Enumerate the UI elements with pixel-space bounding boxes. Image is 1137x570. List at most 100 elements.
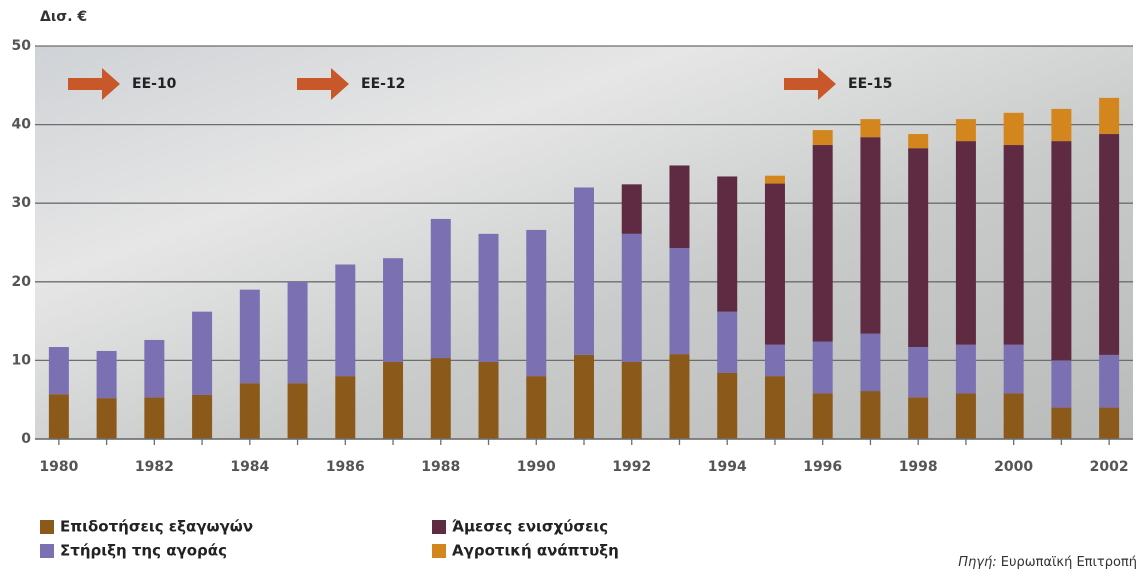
bar-segment: [48, 347, 69, 395]
source: Πηγή: Ευρωπαϊκή Επιτροπή: [958, 555, 1137, 570]
legend-swatch: [432, 520, 446, 534]
legend-label: Αγροτική ανάπτυξη: [452, 542, 619, 560]
bar-segment: [860, 333, 881, 392]
bar-segment: [1051, 407, 1072, 439]
y-tick-label: 30: [12, 195, 32, 211]
legend-swatch: [432, 544, 446, 558]
bar-segment: [717, 372, 738, 439]
x-tick-label: 1980: [39, 459, 78, 475]
bar-segment: [335, 376, 356, 439]
bar-segment: [812, 145, 833, 342]
y-axis-label: Δισ. €: [40, 9, 87, 25]
bar-segment: [1003, 112, 1024, 146]
bar-segment: [383, 258, 404, 362]
bar-segment: [955, 393, 976, 439]
bar-segment: [574, 187, 594, 355]
legend-swatch: [40, 544, 54, 558]
annotation: ΕΕ-10: [132, 76, 177, 92]
y-tick-label: 20: [12, 274, 32, 290]
bar-segment: [669, 248, 690, 355]
bar-segment: [383, 361, 404, 439]
bar-segment: [1099, 97, 1120, 135]
bar-segment: [764, 344, 785, 377]
y-tick-label: 10: [12, 352, 32, 368]
bar-segment: [812, 341, 833, 394]
annotation: ΕΕ-15: [848, 76, 892, 92]
bar-segment: [669, 354, 690, 439]
bar-segment: [621, 184, 642, 234]
bar-segment: [1003, 344, 1024, 394]
x-tick-label: 1996: [803, 459, 842, 475]
bar-segment: [1003, 145, 1024, 345]
bar-segment: [96, 398, 117, 439]
bar-segment: [430, 358, 451, 439]
bar-segment: [860, 137, 881, 334]
bar-segment: [287, 281, 308, 384]
bar-segment: [717, 176, 738, 312]
legend-swatch: [40, 520, 54, 534]
bar-segment: [96, 350, 117, 399]
bar-segment: [1099, 407, 1120, 439]
bar-segment: [621, 361, 642, 439]
annotation: ΕΕ-12: [361, 76, 405, 92]
bar-segment: [192, 394, 213, 439]
bar-segment: [955, 119, 976, 142]
bar-segment: [478, 361, 499, 439]
bar-segment: [955, 344, 976, 394]
y-tick-label: 50: [12, 38, 32, 54]
bar-segment: [144, 339, 165, 398]
bar-segment: [908, 347, 929, 398]
bar-segment: [621, 233, 642, 362]
bar-segment: [1099, 134, 1120, 355]
bar-segment: [239, 383, 260, 439]
bar-segment: [1051, 360, 1072, 408]
bar-segment: [478, 233, 499, 362]
source-text: Ευρωπαϊκή Επιτροπή: [1001, 555, 1137, 570]
x-tick-label: 2000: [994, 459, 1033, 475]
x-tick-label: 1982: [135, 459, 174, 475]
bar-segment: [144, 397, 165, 439]
bar-segment: [908, 134, 929, 149]
arrow: [297, 68, 349, 100]
x-tick-label: 1992: [612, 459, 651, 475]
bar-segment: [239, 289, 260, 384]
x-tick-label: 1994: [708, 459, 747, 475]
bar-segment: [764, 376, 785, 439]
bar-segment: [908, 397, 929, 439]
bar-segment: [764, 175, 785, 184]
bar-segment: [335, 264, 356, 377]
bar-segment: [1051, 108, 1072, 142]
x-tick-label: 1998: [899, 459, 938, 475]
bar-segment: [526, 376, 547, 439]
bar-segment: [526, 229, 547, 377]
bar-segment: [1099, 354, 1120, 408]
bar-segment: [812, 393, 833, 439]
bar-segment: [574, 354, 594, 439]
legend-label: Άμεσες ενισχύσεις: [452, 518, 608, 536]
x-tick-label: 1988: [421, 459, 460, 475]
legend-label: Στήριξη της αγοράς: [60, 542, 227, 560]
bar-segment: [955, 141, 976, 345]
bar-segment: [192, 311, 213, 395]
source-label: Πηγή:: [958, 555, 996, 570]
bar-segment: [764, 183, 785, 345]
arrow: [784, 68, 836, 100]
bar-segment: [287, 383, 308, 439]
bar-segment: [1051, 141, 1072, 361]
bar-segment: [812, 130, 833, 146]
x-tick-label: 1984: [230, 459, 269, 475]
legend-label: Επιδοτήσεις εξαγωγών: [60, 518, 253, 536]
x-tick-label: 2002: [1090, 459, 1129, 475]
bar-segment: [860, 119, 881, 138]
bar-segment: [48, 394, 69, 439]
bar-segment: [860, 391, 881, 439]
bar-segment: [430, 218, 451, 359]
y-tick-label: 40: [12, 117, 32, 133]
y-tick-label: 0: [21, 431, 31, 447]
bar-segment: [717, 311, 738, 373]
x-tick-label: 1986: [326, 459, 365, 475]
x-tick-label: 1990: [517, 459, 556, 475]
arrow: [68, 68, 120, 100]
bar-segment: [908, 148, 929, 348]
